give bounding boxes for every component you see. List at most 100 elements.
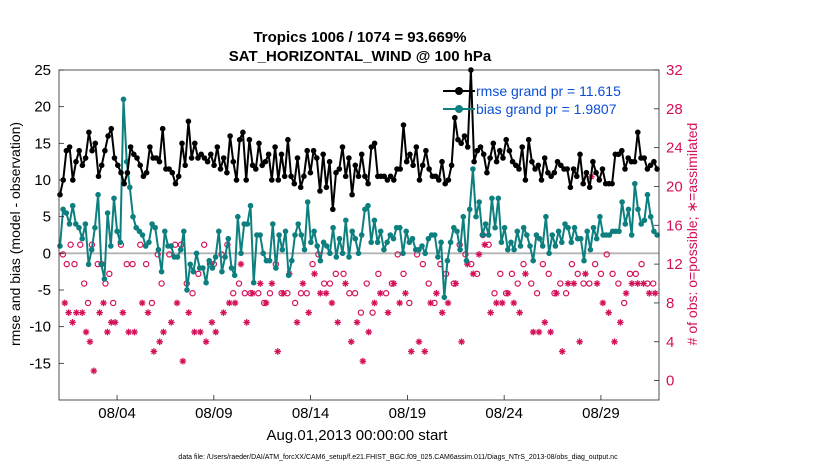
rmse-point: [291, 180, 298, 187]
rmse-point: [143, 169, 150, 176]
bias-point: [266, 257, 273, 264]
y-left-tick-label: 25: [34, 62, 51, 79]
bias-point: [476, 199, 483, 205]
rmse-point: [285, 136, 291, 143]
bias-point: [339, 250, 346, 257]
rmse-point: [182, 162, 188, 169]
rmse-point: [92, 140, 99, 147]
rmse-point: [185, 118, 192, 125]
obs-possible-point: [533, 290, 541, 297]
obs-assimilated-point: [111, 319, 119, 326]
rmse-point: [224, 169, 230, 176]
bias-point: [568, 239, 575, 246]
obs-assimilated-point: [305, 309, 312, 316]
bias-point: [397, 224, 403, 231]
rmse-point: [506, 147, 513, 154]
rmse-point: [304, 147, 311, 154]
obs-assimilated-point: [564, 280, 572, 287]
bias-point: [212, 254, 219, 260]
rmse-point: [384, 177, 391, 183]
obs-assimilated-point: [522, 270, 529, 278]
rmse-point: [102, 147, 108, 154]
x-tick-label: 08/09: [195, 405, 233, 422]
obs-assimilated-point: [131, 328, 138, 336]
obs-possible-point: [84, 299, 92, 307]
bias-point: [549, 232, 556, 238]
obs-possible-point: [363, 280, 370, 287]
rmse-point: [358, 151, 365, 158]
obs-assimilated-point: [498, 299, 506, 307]
obs-assimilated-point: [553, 289, 560, 297]
rmse-point: [66, 144, 73, 150]
obs-assimilated-point: [196, 328, 204, 336]
rmse-point: [265, 151, 272, 158]
obs-possible-point: [189, 290, 196, 297]
bias-point: [184, 287, 190, 293]
rmse-point: [156, 158, 163, 165]
rmse-point: [179, 140, 185, 147]
obs-assimilated-point: [160, 328, 167, 336]
obs-assimilated-point: [191, 328, 198, 336]
obs-assimilated-point: [96, 309, 103, 316]
obs-possible-point: [562, 290, 570, 297]
rmse-point: [554, 158, 561, 165]
bias-point: [336, 235, 343, 242]
bias-point: [365, 202, 371, 209]
obs-possible-point: [369, 309, 376, 316]
y-right-tick-label: 16: [666, 217, 683, 234]
obs-assimilated-point: [651, 289, 659, 297]
plot-frame: [58, 69, 660, 401]
rmse-point: [487, 155, 493, 161]
bias-point: [479, 232, 486, 238]
rmse-point: [635, 129, 641, 136]
obs-possible-point: [406, 299, 413, 307]
rmse-point: [137, 162, 143, 169]
obs-assimilated-point: [256, 280, 264, 287]
bias-point: [314, 243, 321, 249]
rmse-point: [82, 155, 89, 161]
x-tick-label: 08/14: [292, 405, 330, 422]
obs-possible-point: [520, 260, 527, 268]
rmse-point: [259, 162, 266, 169]
bias-point: [425, 235, 432, 242]
bias-point: [136, 228, 143, 235]
obs-possible-point: [508, 270, 516, 278]
rmse-point: [410, 162, 416, 169]
rmse-point: [490, 140, 497, 147]
obs-assimilated-point: [384, 309, 392, 316]
bias-point: [216, 228, 222, 235]
obs-possible-point: [586, 280, 593, 287]
obs-assimilated-point: [504, 289, 512, 297]
obs-possible-point: [195, 270, 202, 278]
bias-point: [473, 213, 479, 220]
obs-possible-point: [297, 290, 305, 297]
bias-point: [301, 246, 308, 253]
obs-possible-point: [375, 270, 382, 278]
rmse-point: [246, 136, 253, 143]
obs-possible-point: [400, 270, 407, 278]
obs-assimilated-point: [173, 299, 181, 307]
obs-assimilated-point: [144, 309, 152, 316]
obs-possible-point: [303, 290, 310, 297]
rmse-point: [256, 140, 262, 147]
bias-point: [235, 213, 241, 220]
obs-assimilated-point: [353, 319, 361, 326]
obs-possible-point: [491, 290, 498, 297]
bias-point: [168, 243, 174, 249]
rmse-point: [538, 177, 545, 183]
x-axis-label: Aug.01,2013 00:00:00 start: [267, 427, 449, 444]
rmse-point: [172, 180, 179, 187]
y-left-tick-label: 0: [43, 245, 51, 262]
bias-point: [381, 246, 387, 253]
obs-assimilated-point: [78, 309, 86, 316]
bias-point: [517, 243, 524, 249]
rmse-point: [599, 166, 606, 172]
obs-assimilated-point: [611, 338, 618, 346]
rmse-point: [166, 166, 172, 172]
x-tick-label: 08/24: [485, 405, 523, 422]
bias-point: [225, 235, 232, 242]
obs-assimilated-point: [415, 338, 423, 346]
x-tick-label: 08/29: [582, 405, 620, 422]
rmse-point: [342, 173, 349, 180]
rmse-point: [654, 166, 660, 172]
